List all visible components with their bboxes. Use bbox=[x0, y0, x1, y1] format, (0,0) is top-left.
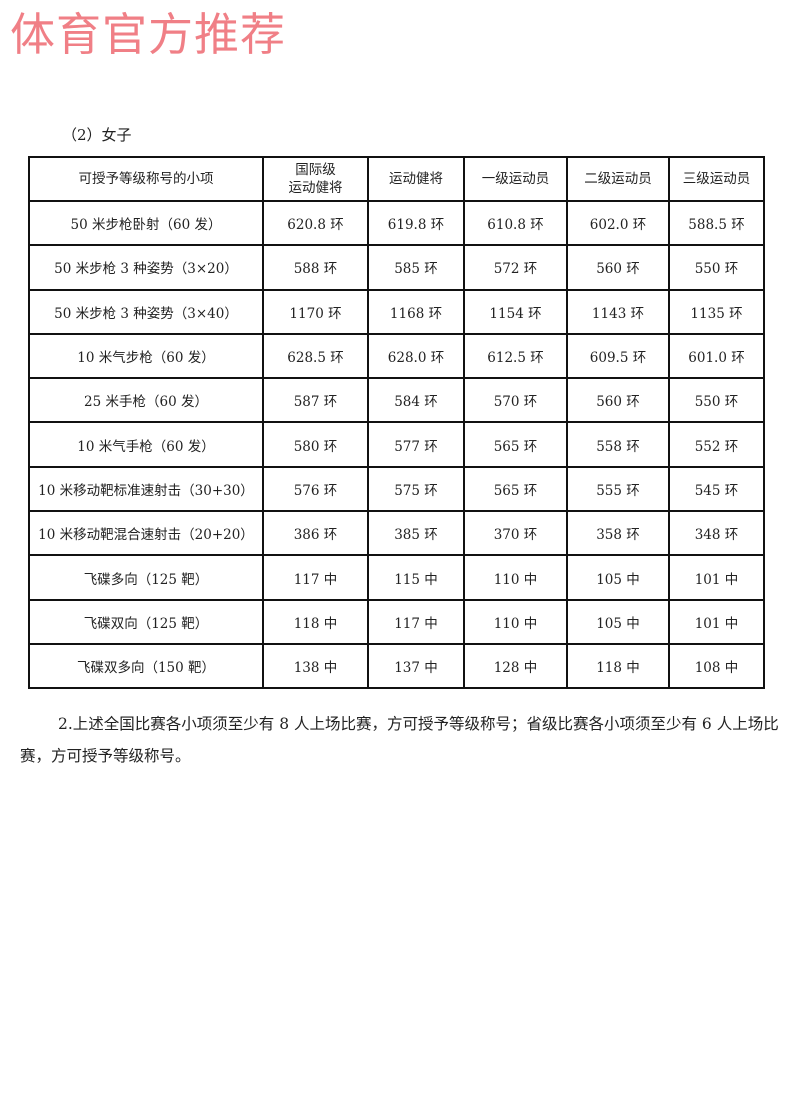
score-cell: 101 中 bbox=[668, 554, 765, 601]
score-cell: 580 环 bbox=[262, 421, 369, 468]
score-cell: 628.5 环 bbox=[262, 332, 369, 380]
score-cell: 108 中 bbox=[668, 642, 765, 690]
watermark: 体育官方推荐 bbox=[10, 8, 287, 61]
score-cell: 565 环 bbox=[463, 465, 568, 513]
score-cell: 386 环 bbox=[262, 510, 369, 557]
table-row: 飞碟多向（125 靶） 117 中 115 中 110 中 105 中 101 中 bbox=[28, 554, 765, 601]
event-name-cell: 10 米气手枪（60 发） bbox=[28, 421, 264, 468]
event-name-cell: 50 米步枪卧射（60 发） bbox=[28, 199, 264, 247]
score-cell: 609.5 环 bbox=[566, 332, 670, 380]
score-cell: 550 环 bbox=[668, 377, 765, 424]
score-cell: 138 中 bbox=[262, 642, 369, 690]
score-cell: 610.8 环 bbox=[463, 199, 568, 247]
score-cell: 137 中 bbox=[367, 642, 465, 690]
column-header: 一级运动员 bbox=[463, 156, 568, 202]
score-cell: 619.8 环 bbox=[367, 199, 465, 247]
score-cell: 118 中 bbox=[566, 642, 670, 690]
score-cell: 560 环 bbox=[566, 377, 670, 424]
score-cell: 545 环 bbox=[668, 465, 765, 513]
event-name-cell: 飞碟双多向（150 靶） bbox=[28, 642, 264, 690]
event-name-cell: 50 米步枪 3 种姿势（3×20） bbox=[28, 244, 264, 291]
score-cell: 348 环 bbox=[668, 510, 765, 557]
score-cell: 588.5 环 bbox=[668, 199, 765, 247]
score-cell: 576 环 bbox=[262, 465, 369, 513]
score-cell: 601.0 环 bbox=[668, 332, 765, 380]
event-name-cell: 10 米气步枪（60 发） bbox=[28, 332, 264, 380]
table-row: 飞碟双向（125 靶） 118 中 117 中 110 中 105 中 101 中 bbox=[28, 598, 765, 645]
table-row: 10 米气手枪（60 发） 580 环 577 环 565 环 558 环 552 环 bbox=[28, 421, 765, 468]
score-cell: 560 环 bbox=[566, 244, 670, 291]
score-cell: 612.5 环 bbox=[463, 332, 568, 380]
score-cell: 101 中 bbox=[668, 598, 765, 645]
score-cell: 620.8 环 bbox=[262, 199, 369, 247]
score-cell: 558 环 bbox=[566, 421, 670, 468]
score-cell: 550 环 bbox=[668, 244, 765, 291]
score-cell: 1170 环 bbox=[262, 288, 369, 335]
table-header-row: 可授予等级称号的小项 国际级 运动健将 运动健将 一级运动员 二级运动员 三级运动员 bbox=[28, 156, 765, 202]
score-cell: 1135 环 bbox=[668, 288, 765, 335]
event-name-cell: 50 米步枪 3 种姿势（3×40） bbox=[28, 288, 264, 335]
score-cell: 1143 环 bbox=[566, 288, 670, 335]
column-header: 运动健将 bbox=[367, 156, 465, 202]
event-name-cell: 10 米移动靶标准速射击（30+30） bbox=[28, 465, 264, 513]
score-cell: 117 中 bbox=[262, 554, 369, 601]
note-paragraph: 2.上述全国比赛各小项须至少有 8 人上场比赛，方可授予等级称号；省级比赛各小项… bbox=[20, 715, 779, 765]
score-cell: 1168 环 bbox=[367, 288, 465, 335]
score-cell: 117 中 bbox=[367, 598, 465, 645]
table-row: 10 米气步枪（60 发） 628.5 环 628.0 环 612.5 环 609.5 … bbox=[28, 332, 765, 380]
score-cell: 602.0 环 bbox=[566, 199, 670, 247]
score-cell: 585 环 bbox=[367, 244, 465, 291]
section-subtitle: （2）女子 bbox=[62, 126, 132, 144]
score-cell: 588 环 bbox=[262, 244, 369, 291]
column-header: 可授予等级称号的小项 bbox=[28, 156, 264, 202]
score-cell: 105 中 bbox=[566, 598, 670, 645]
table-row: 50 米步枪 3 种姿势（3×20） 588 环 585 环 572 环 560 环 55… bbox=[28, 244, 765, 291]
score-cell: 105 中 bbox=[566, 554, 670, 601]
score-cell: 555 环 bbox=[566, 465, 670, 513]
event-name-cell: 25 米手枪（60 发） bbox=[28, 377, 264, 424]
score-cell: 358 环 bbox=[566, 510, 670, 557]
score-cell: 128 中 bbox=[463, 642, 568, 690]
score-cell: 385 环 bbox=[367, 510, 465, 557]
score-cell: 584 环 bbox=[367, 377, 465, 424]
score-cell: 1154 环 bbox=[463, 288, 568, 335]
score-cell: 370 环 bbox=[463, 510, 568, 557]
score-cell: 552 环 bbox=[668, 421, 765, 468]
table-row: 50 米步枪 3 种姿势（3×40） 1170 环 1168 环 1154 环 1143… bbox=[28, 288, 765, 335]
table-row: 25 米手枪（60 发） 587 环 584 环 570 环 560 环 550 环 bbox=[28, 377, 765, 424]
column-header: 三级运动员 bbox=[668, 156, 765, 202]
score-cell: 587 环 bbox=[262, 377, 369, 424]
event-name-cell: 10 米移动靶混合速射击（20+20） bbox=[28, 510, 264, 557]
event-name-cell: 飞碟多向（125 靶） bbox=[28, 554, 264, 601]
table-row: 飞碟双多向（150 靶） 138 中 137 中 128 中 118 中 108 中 bbox=[28, 642, 765, 690]
score-cell: 570 环 bbox=[463, 377, 568, 424]
score-cell: 577 环 bbox=[367, 421, 465, 468]
score-cell: 572 环 bbox=[463, 244, 568, 291]
score-cell: 110 中 bbox=[463, 598, 568, 645]
column-header: 二级运动员 bbox=[566, 156, 670, 202]
table-row: 50 米步枪卧射（60 发） 620.8 环 619.8 环 610.8 环 602.0… bbox=[28, 199, 765, 247]
score-cell: 565 环 bbox=[463, 421, 568, 468]
standards-table: 可授予等级称号的小项 国际级 运动健将 运动健将 一级运动员 二级运动员 三级运动员 50 … bbox=[28, 156, 765, 690]
score-cell: 575 环 bbox=[367, 465, 465, 513]
score-cell: 110 中 bbox=[463, 554, 568, 601]
column-header: 国际级 运动健将 bbox=[262, 156, 369, 202]
score-cell: 115 中 bbox=[367, 554, 465, 601]
score-cell: 628.0 环 bbox=[367, 332, 465, 380]
score-cell: 118 中 bbox=[262, 598, 369, 645]
event-name-cell: 飞碟双向（125 靶） bbox=[28, 598, 264, 645]
